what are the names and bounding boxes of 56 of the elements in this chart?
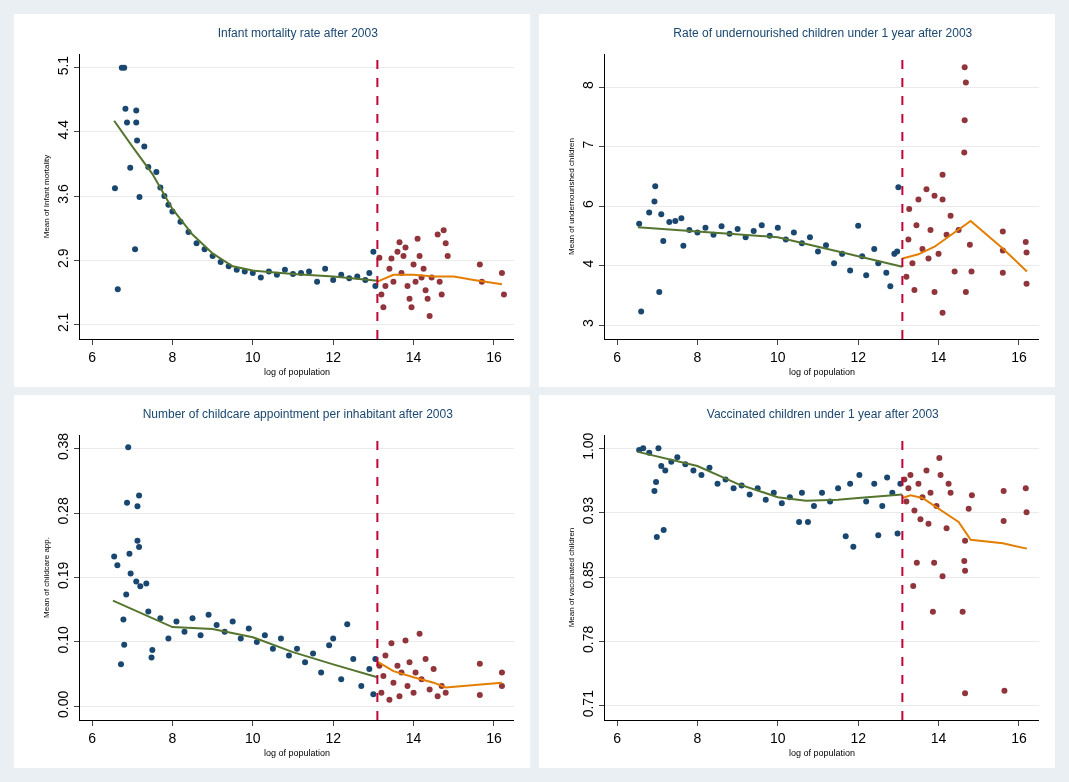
x-tick-label: 6 xyxy=(88,729,97,746)
x-tick-label: 10 xyxy=(770,348,786,365)
x-tick-label: 10 xyxy=(770,729,786,746)
y-tick-label: 3 xyxy=(580,319,597,327)
x-axis-title: log of population xyxy=(263,747,331,758)
x-tick-label: 8 xyxy=(168,348,177,365)
x-axis-title: log of population xyxy=(788,366,856,377)
x-tick-label: 6 xyxy=(613,729,622,746)
x-tick-label: 8 xyxy=(693,348,702,365)
x-axis-title: log of population xyxy=(788,747,856,758)
x-tick-label: 16 xyxy=(486,729,502,746)
chart-title: Vaccinated children under 1 year after 2003 xyxy=(706,407,940,422)
y-axis-title: Mean of childcare app. xyxy=(42,537,52,618)
x-tick-label: 6 xyxy=(613,348,622,365)
x-tick-label: 12 xyxy=(325,348,342,365)
x-tick-label: 14 xyxy=(405,348,422,365)
y-tick-label: 0.71 xyxy=(580,689,597,718)
y-tick-label: 5.1 xyxy=(55,55,72,76)
y-tick-label: 0.85 xyxy=(580,561,597,589)
y-tick-label: 0.00 xyxy=(55,690,72,718)
x-tick-label: 6 xyxy=(88,348,97,365)
y-tick-label: 2.1 xyxy=(55,312,72,333)
y-tick-label: 8 xyxy=(580,81,597,90)
chart-title: Infant mortality rate after 2003 xyxy=(217,26,379,41)
x-tick-label: 12 xyxy=(850,348,867,365)
x-tick-label: 8 xyxy=(168,729,177,746)
x-tick-label: 12 xyxy=(325,729,342,746)
x-tick-label: 14 xyxy=(930,348,947,365)
x-tick-label: 16 xyxy=(486,348,502,365)
y-tick-label: 0.28 xyxy=(55,497,72,525)
x-tick-label: 12 xyxy=(850,729,867,746)
y-tick-label: 7 xyxy=(580,140,597,149)
y-axis-title: Mean of Infant mortality xyxy=(42,154,52,239)
x-axis-title: log of population xyxy=(263,366,331,377)
chart-title: Rate of undernourished children under 1 year after 2003 xyxy=(673,26,973,41)
y-tick-label: 0.38 xyxy=(55,432,72,461)
x-tick-label: 8 xyxy=(693,729,702,746)
x-tick-label: 14 xyxy=(930,729,947,746)
y-axis-title: Mean of vaccinated children xyxy=(567,527,577,628)
y-tick-label: 4 xyxy=(580,259,597,268)
y-tick-label: 6 xyxy=(580,200,597,209)
y-tick-label: 0.93 xyxy=(580,496,597,525)
y-tick-label: 3.6 xyxy=(55,184,72,204)
x-tick-label: 10 xyxy=(245,348,261,365)
y-tick-label: 1.00 xyxy=(580,432,597,460)
y-tick-label: 0.10 xyxy=(55,626,72,654)
y-tick-label: 4.4 xyxy=(55,119,72,140)
y-tick-label: 2.9 xyxy=(55,248,72,268)
y-tick-label: 0.19 xyxy=(55,561,72,590)
x-tick-label: 14 xyxy=(405,729,422,746)
y-tick-label: 0.78 xyxy=(580,625,597,653)
x-tick-label: 16 xyxy=(1011,729,1027,746)
x-tick-label: 10 xyxy=(245,729,261,746)
x-tick-label: 16 xyxy=(1011,348,1027,365)
y-axis-title: Mean of undernourished children xyxy=(567,138,577,255)
chart-title: Number of childcare appointment per inhabitant after 2003 xyxy=(142,407,454,422)
